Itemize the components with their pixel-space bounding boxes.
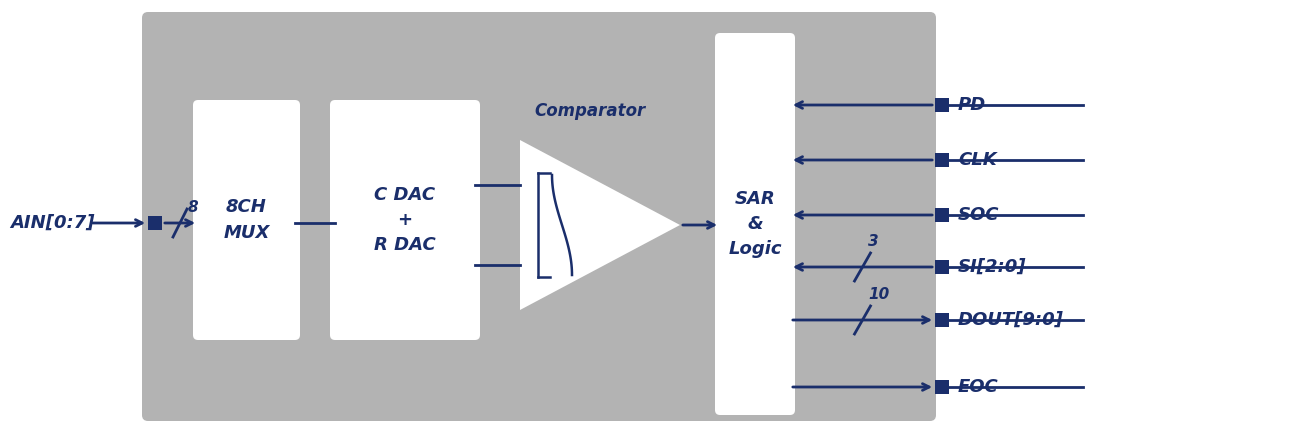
Text: Comparator: Comparator xyxy=(534,102,646,120)
Text: SAR
&
Logic: SAR & Logic xyxy=(728,190,782,258)
FancyBboxPatch shape xyxy=(330,100,480,340)
FancyBboxPatch shape xyxy=(142,12,936,421)
Text: SI[2:0]: SI[2:0] xyxy=(958,258,1026,276)
Text: AIN[0:7]: AIN[0:7] xyxy=(10,214,94,232)
FancyBboxPatch shape xyxy=(715,33,795,415)
Text: 10: 10 xyxy=(869,287,889,302)
Text: 8: 8 xyxy=(188,199,199,215)
Text: EOC: EOC xyxy=(958,378,999,396)
Text: 8CH
MUX: 8CH MUX xyxy=(223,198,270,241)
Bar xyxy=(935,380,949,394)
Text: PD: PD xyxy=(958,96,986,114)
Bar xyxy=(935,153,949,167)
Bar xyxy=(935,98,949,112)
Text: 3: 3 xyxy=(869,234,879,249)
Bar xyxy=(148,216,161,230)
Polygon shape xyxy=(520,140,680,310)
Bar xyxy=(935,208,949,222)
Text: CLK: CLK xyxy=(958,151,997,169)
Text: DOUT[9:0]: DOUT[9:0] xyxy=(958,311,1064,329)
Text: C DAC
+
R DAC: C DAC + R DAC xyxy=(374,186,436,254)
Text: SOC: SOC xyxy=(958,206,999,224)
Bar xyxy=(935,260,949,274)
FancyBboxPatch shape xyxy=(192,100,300,340)
Bar xyxy=(935,313,949,327)
